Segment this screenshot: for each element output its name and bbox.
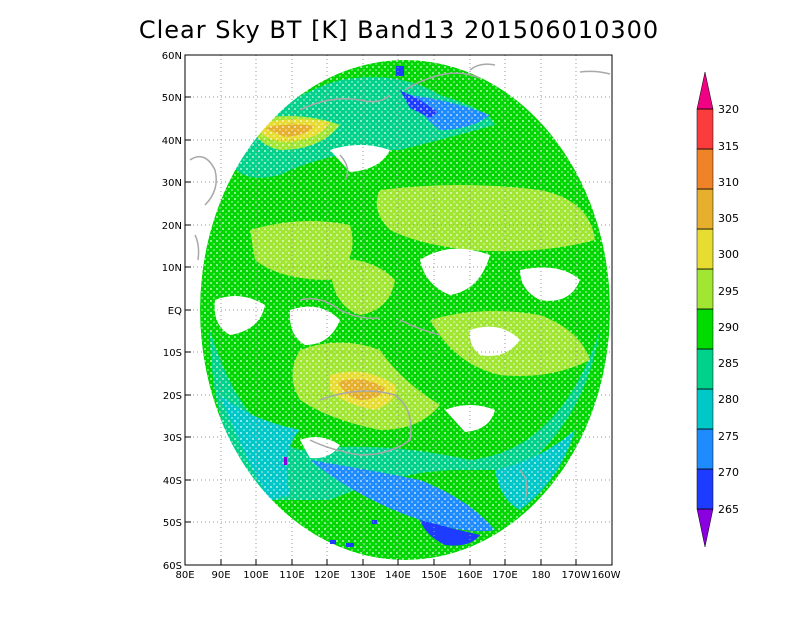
lon-label: 90E — [211, 570, 230, 581]
lon-label: 80E — [175, 570, 194, 581]
lon-label: 150E — [421, 570, 446, 581]
colorbar-segment — [696, 148, 714, 190]
colorbar-segment — [696, 71, 714, 110]
colorbar-segment — [696, 228, 714, 270]
lon-label: 160W — [592, 570, 621, 581]
lat-label: 40S — [163, 476, 182, 487]
lon-label: 140E — [385, 570, 410, 581]
lat-label: 60N — [162, 51, 182, 62]
longitude-labels: 80E 90E 100E 110E 120E 130E 140E 150E 16… — [175, 570, 620, 581]
lat-label: 10N — [162, 263, 182, 274]
colorbar-segment — [696, 268, 714, 310]
colorbar-label: 320 — [718, 103, 739, 116]
colorbar-label: 290 — [718, 321, 739, 334]
colorbar-label: 295 — [718, 285, 739, 298]
lat-label: 30S — [163, 433, 182, 444]
lon-label: 120E — [314, 570, 339, 581]
lon-label: 170E — [492, 570, 517, 581]
axis-ticks — [184, 54, 613, 566]
colorbar-label: 265 — [718, 503, 739, 516]
map-gridlines — [185, 55, 612, 565]
colorbar: 265 270 275 280 285 290 295 300 305 310 … — [696, 71, 739, 548]
colorbar-segment — [696, 388, 714, 430]
lat-label: 50S — [163, 518, 182, 529]
lat-label: 20N — [162, 221, 182, 232]
map-title: Clear Sky BT [K] Band13 201506010300 — [138, 16, 660, 44]
coastlines — [189, 63, 611, 501]
lat-label: 50N — [162, 93, 182, 104]
lat-label: 30N — [162, 178, 182, 189]
colorbar-label: 285 — [718, 357, 739, 370]
colorbar-label: 310 — [718, 176, 739, 189]
lat-label: 60S — [163, 561, 182, 572]
colorbar-segment — [696, 468, 714, 510]
colorbar-segment — [696, 108, 714, 150]
colorbar-segment — [696, 428, 714, 470]
lon-label: 100E — [243, 570, 268, 581]
colorbar-label: 275 — [718, 430, 739, 443]
lat-label: 10S — [163, 348, 182, 359]
lat-label: 20S — [163, 391, 182, 402]
latitude-labels: 60N 50N 40N 30N 20N 10N EQ 10S 20S 30S 4… — [162, 51, 182, 572]
colorbar-labels: 265 270 275 280 285 290 295 300 305 310 … — [718, 103, 739, 516]
colorbar-label: 315 — [718, 140, 739, 153]
colorbar-label: 300 — [718, 248, 739, 261]
lon-label: 170W — [562, 570, 591, 581]
lon-label: 180 — [531, 570, 550, 581]
colorbar-segment — [696, 188, 714, 230]
lat-label: 40N — [162, 136, 182, 147]
lon-label: 160E — [457, 570, 482, 581]
lat-label: EQ — [168, 306, 182, 317]
colorbar-segments — [696, 71, 714, 548]
colorbar-segment — [696, 308, 714, 350]
colorbar-label: 280 — [718, 393, 739, 406]
lon-label: 110E — [279, 570, 304, 581]
colorbar-segment — [696, 348, 714, 390]
colorbar-segment — [696, 508, 714, 548]
colorbar-label: 270 — [718, 466, 739, 479]
lon-label: 130E — [350, 570, 375, 581]
colorbar-label: 305 — [718, 212, 739, 225]
